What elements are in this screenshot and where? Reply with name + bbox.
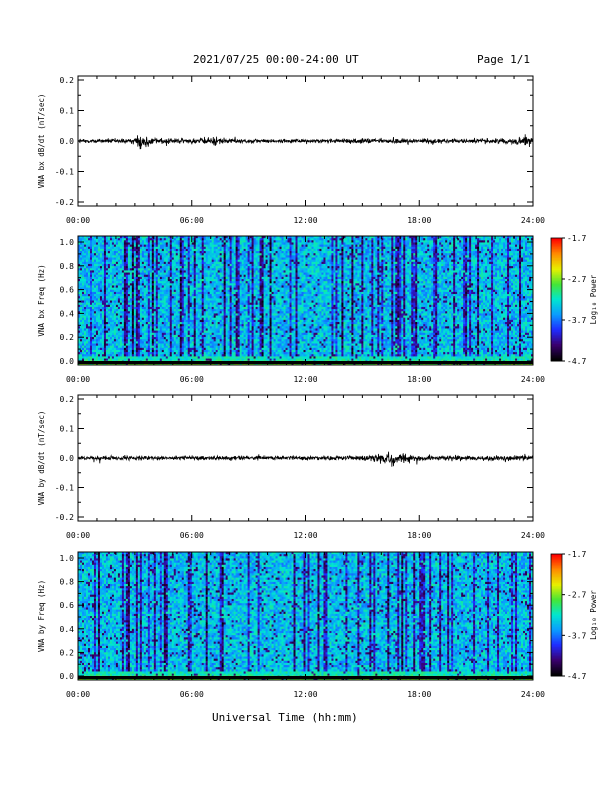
panel-2-colorbar	[551, 238, 562, 362]
y-tick-label: 0.2	[60, 333, 75, 342]
y-axis-label: VNA by dB/dt (nT/sec)	[37, 411, 46, 506]
y-tick-label: -0.2	[55, 198, 74, 207]
colorbar-tick-label: -4.7	[567, 357, 586, 366]
y-tick-label: 0.8	[60, 262, 75, 271]
plot-title: 2021/07/25 00:00-24:00 UT	[193, 53, 359, 66]
panel-2-spectrogram	[78, 236, 534, 366]
y-tick-label: 0.0	[60, 357, 75, 366]
x-tick-label: 24:00	[521, 216, 545, 225]
colorbar-tick-label: -1.7	[567, 234, 586, 243]
x-tick-label: 00:00	[66, 216, 90, 225]
panel-1-trace	[77, 134, 534, 150]
x-tick-label: 06:00	[180, 690, 204, 699]
x-tick-label: 18:00	[407, 531, 431, 540]
y-tick-label: 0.6	[60, 286, 75, 295]
y-tick-label: 0.0	[60, 137, 75, 146]
colorbar-frame	[550, 553, 563, 677]
panel-4-colorbar	[551, 554, 562, 677]
colorbar-tick-label: -2.7	[567, 275, 586, 284]
x-tick-label: 24:00	[521, 375, 545, 384]
colorbar-frame	[550, 237, 563, 362]
y-tick-label: 0.2	[60, 648, 75, 657]
x-tick-label: 12:00	[293, 216, 317, 225]
page-number: Page 1/1	[477, 53, 530, 66]
y-axis-label: VNA bx dB/dt (nT/sec)	[37, 94, 46, 189]
y-tick-label: 0.1	[60, 107, 75, 116]
x-axis-label: Universal Time (hh:mm)	[212, 711, 358, 724]
x-tick-label: 12:00	[293, 531, 317, 540]
x-tick-label: 12:00	[293, 690, 317, 699]
x-tick-label: 12:00	[293, 375, 317, 384]
colorbar-label: Log₁₀ Power	[589, 590, 598, 640]
y-tick-label: -0.2	[55, 513, 74, 522]
y-axis-label: VNA bx Freq (Hz)	[37, 264, 46, 336]
x-tick-label: 24:00	[521, 690, 545, 699]
y-tick-label: 0.8	[60, 578, 75, 587]
y-tick-label: -0.1	[55, 168, 74, 177]
colorbar-tick-label: -4.7	[567, 672, 586, 681]
x-tick-label: 06:00	[180, 531, 204, 540]
y-tick-label: 1.0	[60, 238, 75, 247]
y-axis-label: VNA by Freq (Hz)	[37, 580, 46, 652]
x-tick-label: 00:00	[66, 690, 90, 699]
panel-4-spectrogram	[78, 552, 534, 681]
x-tick-label: 06:00	[180, 216, 204, 225]
y-tick-label: 0.6	[60, 601, 75, 610]
x-tick-label: 18:00	[407, 216, 431, 225]
y-tick-label: 0.2	[60, 76, 75, 85]
y-tick-label: 0.1	[60, 425, 75, 434]
x-tick-label: 06:00	[180, 375, 204, 384]
colorbar-tick-label: -3.7	[567, 316, 586, 325]
y-tick-label: 0.2	[60, 395, 75, 404]
x-tick-label: 18:00	[407, 375, 431, 384]
colorbar-tick-label: -1.7	[567, 550, 586, 559]
y-tick-label: 0.4	[60, 309, 75, 318]
colorbar-tick-label: -2.7	[567, 591, 586, 600]
colorbar-label: Log₁₀ Power	[589, 274, 598, 324]
y-tick-label: 0.0	[60, 672, 75, 681]
x-tick-label: 24:00	[521, 531, 545, 540]
y-tick-label: 1.0	[60, 554, 75, 563]
panel-3-trace	[77, 451, 534, 467]
colorbar-tick-label: -3.7	[567, 631, 586, 640]
x-tick-label: 18:00	[407, 690, 431, 699]
y-tick-label: 0.0	[60, 454, 75, 463]
y-tick-label: -0.1	[55, 484, 74, 493]
x-tick-label: 00:00	[66, 375, 90, 384]
x-tick-label: 00:00	[66, 531, 90, 540]
y-tick-label: 0.4	[60, 625, 75, 634]
